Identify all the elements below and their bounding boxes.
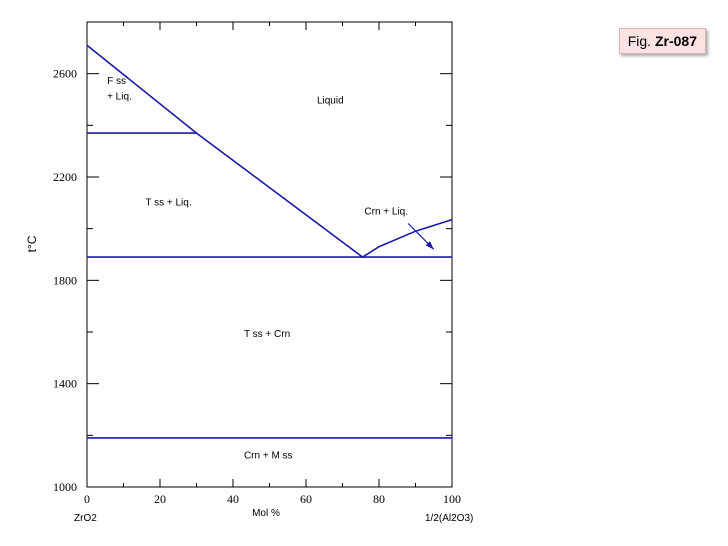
plot-frame — [86, 21, 453, 488]
y-tick-label: 2200 — [53, 170, 77, 184]
region-label: Crn + M ss — [244, 451, 293, 462]
x-tick-label: 40 — [227, 492, 239, 506]
region-label: Liquid — [317, 95, 344, 106]
x-tick-label: 60 — [300, 492, 312, 506]
figure-label: Fig. Zr-087 — [618, 28, 706, 54]
region-label: T ss + Crn — [244, 329, 290, 340]
y-tick-label: 2600 — [53, 67, 77, 81]
x-tick-label: 0 — [84, 492, 90, 506]
phase-boundary-1 — [362, 218, 453, 258]
x-tick-label: 20 — [154, 492, 166, 506]
phase-boundary-0 — [86, 44, 364, 258]
y-axis-label: t°C — [25, 235, 39, 252]
figure-label-prefix: Fig. — [627, 33, 652, 49]
x-right-end-label: 1/2(Al2O3) — [425, 513, 473, 524]
region-label: Crn + Liq. — [364, 206, 408, 217]
x-tick-label: 100 — [443, 492, 461, 506]
y-tick-label: 1400 — [53, 377, 77, 391]
region-label: F ss — [107, 76, 126, 87]
x-axis-label: Mol % — [252, 508, 280, 519]
x-left-end-label: ZrO2 — [74, 513, 97, 524]
y-tick-label: 1000 — [53, 480, 77, 494]
region-label: T ss + Liq. — [145, 197, 191, 208]
figure-label-code: Zr-087 — [654, 33, 697, 49]
x-tick-label: 80 — [373, 492, 385, 506]
arrow-head — [425, 241, 434, 250]
y-tick-label: 1800 — [53, 273, 77, 287]
region-label: + Liq. — [107, 92, 132, 103]
